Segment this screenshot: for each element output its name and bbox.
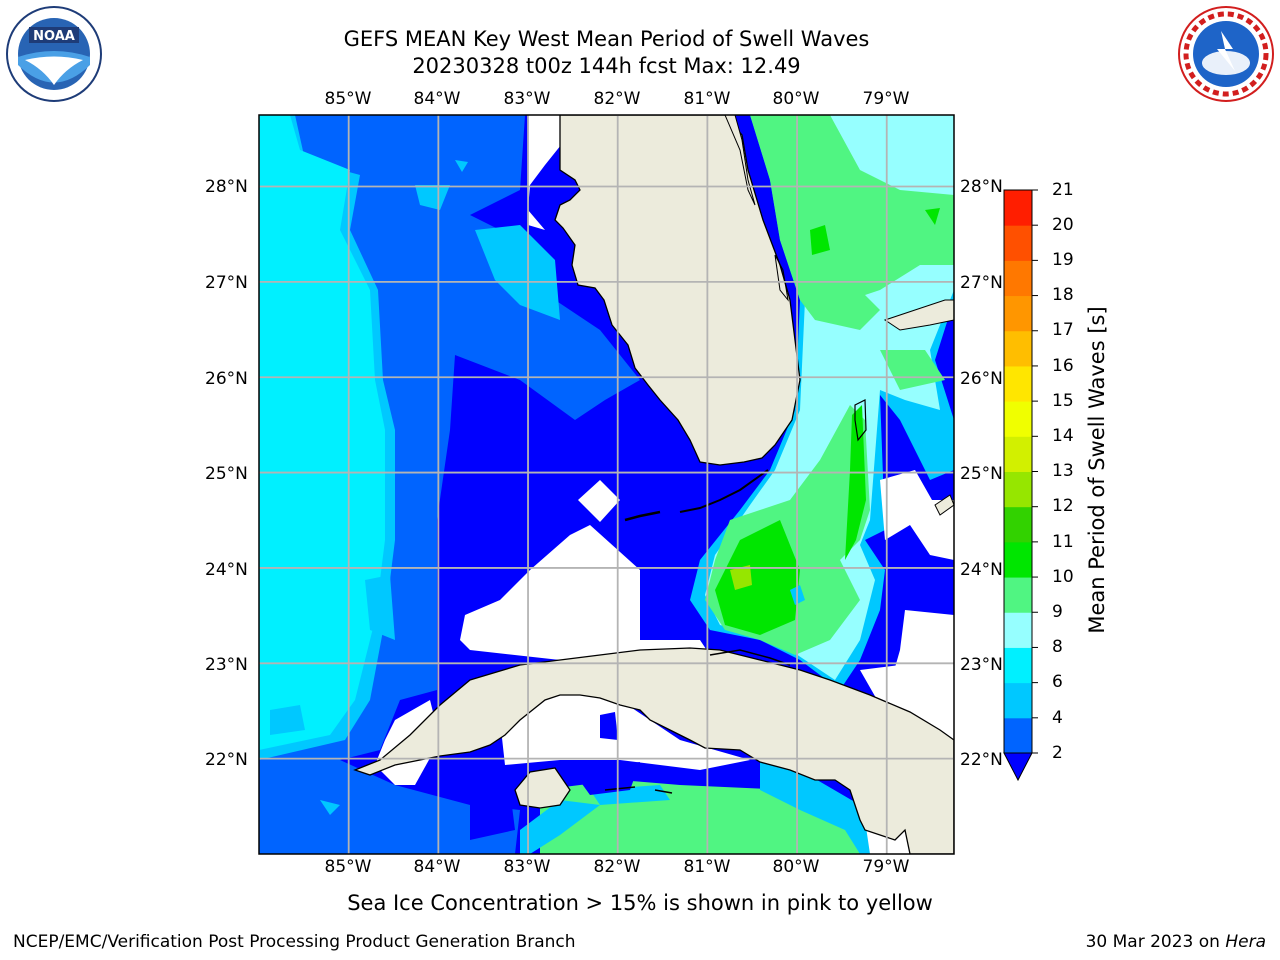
colorbar-segment xyxy=(1004,365,1032,402)
colorbar-segment xyxy=(1004,717,1032,754)
colorbar-under-arrow xyxy=(1003,752,1033,782)
colorbar-segment xyxy=(1004,330,1032,367)
colorbar-segment xyxy=(1004,682,1032,719)
colorbar-tick-20: 20 xyxy=(1052,215,1074,235)
colorbar-segment xyxy=(1004,647,1032,684)
colorbar-tick-2: 2 xyxy=(1052,743,1063,763)
lon-label-bottom-83w: 83°W xyxy=(503,857,551,877)
lat-label-right-28n: 28°N xyxy=(960,177,1003,197)
colorbar-segment xyxy=(1004,295,1032,332)
colorbar-tick-6: 6 xyxy=(1052,672,1063,692)
colorbar-tick-18: 18 xyxy=(1052,285,1074,305)
colorbar-tick-13: 13 xyxy=(1052,461,1074,481)
lat-label-left-26n: 26°N xyxy=(205,369,248,389)
lat-label-left-27n: 27°N xyxy=(205,273,248,293)
colorbar-tick-19: 19 xyxy=(1052,250,1074,270)
colorbar-segment xyxy=(1004,436,1032,472)
colorbar-segment xyxy=(1004,401,1032,437)
colorbar-segment xyxy=(1004,577,1032,613)
colorbar-tick-21: 21 xyxy=(1052,180,1074,200)
lat-label-left-28n: 28°N xyxy=(205,177,248,197)
lat-label-right-25n: 25°N xyxy=(960,464,1003,484)
lat-label-right-22n: 22°N xyxy=(960,750,1003,770)
lon-label-bottom-79w: 79°W xyxy=(862,857,910,877)
colorbar-title: Mean Period of Swell Waves [s] xyxy=(1085,306,1109,634)
lat-label-left-22n: 22°N xyxy=(205,750,248,770)
nws-logo xyxy=(1178,6,1274,102)
colorbar-segment xyxy=(1004,541,1032,578)
colorbar-tick-12: 12 xyxy=(1052,496,1074,516)
colorbar-segment xyxy=(1004,190,1032,226)
lat-label-right-24n: 24°N xyxy=(960,560,1003,580)
colorbar-segment xyxy=(1004,506,1032,543)
map-frame xyxy=(258,114,955,855)
colorbar-tick-4: 4 xyxy=(1052,708,1063,728)
footer-date: 30 Mar 2023 on Hera xyxy=(1086,932,1266,952)
lon-label-bottom-81w: 81°W xyxy=(683,857,731,877)
colorbar-tick-15: 15 xyxy=(1052,391,1074,411)
lon-label-top-83w: 83°W xyxy=(503,89,551,109)
colorbar-tick-16: 16 xyxy=(1052,356,1074,376)
svg-text:NOAA: NOAA xyxy=(33,29,75,44)
colorbar-segment xyxy=(1004,260,1032,297)
colorbar-segment xyxy=(1004,612,1032,648)
graticule xyxy=(259,115,954,854)
lat-label-right-26n: 26°N xyxy=(960,369,1003,389)
no-data-area xyxy=(528,115,565,230)
colorbar-tick-17: 17 xyxy=(1052,320,1074,340)
lon-label-top-82w: 82°W xyxy=(593,89,641,109)
colorbar-tick-10: 10 xyxy=(1052,567,1074,587)
lat-label-left-25n: 25°N xyxy=(205,464,248,484)
colorbar-segment xyxy=(1004,225,1032,261)
noaa-logo: NOAA xyxy=(6,6,102,102)
cuba-land xyxy=(353,647,954,854)
footer-host: Hera xyxy=(1225,932,1266,952)
lat-label-left-23n: 23°N xyxy=(205,655,248,675)
footer-credit: NCEP/EMC/Verification Post Processing Pr… xyxy=(13,932,576,952)
lon-label-top-79w: 79°W xyxy=(862,89,910,109)
lon-label-bottom-85w: 85°W xyxy=(324,857,372,877)
colorbar xyxy=(1003,189,1038,782)
colorbar-tick-11: 11 xyxy=(1052,532,1074,552)
lon-label-top-85w: 85°W xyxy=(324,89,372,109)
chart-title: GEFS MEAN Key West Mean Period of Swell … xyxy=(343,27,870,51)
colorbar-tick-8: 8 xyxy=(1052,637,1063,657)
sea-ice-footnote: Sea Ice Concentration > 15% is shown in … xyxy=(347,891,933,915)
lon-label-bottom-84w: 84°W xyxy=(413,857,461,877)
lat-label-right-27n: 27°N xyxy=(960,273,1003,293)
lon-label-bottom-82w: 82°W xyxy=(593,857,641,877)
lon-label-top-84w: 84°W xyxy=(413,89,461,109)
colorbar-tick-9: 9 xyxy=(1052,602,1063,622)
colorbar-tick-14: 14 xyxy=(1052,426,1074,446)
lon-label-bottom-80w: 80°W xyxy=(772,857,820,877)
chart-subtitle: 20230328 t00z 144h fcst Max: 12.49 xyxy=(412,54,801,78)
lat-label-right-23n: 23°N xyxy=(960,655,1003,675)
colorbar-segment xyxy=(1004,471,1032,508)
footer-date-text: 30 Mar 2023 on xyxy=(1085,932,1220,952)
lon-label-top-80w: 80°W xyxy=(772,89,820,109)
lon-label-top-81w: 81°W xyxy=(683,89,731,109)
lat-label-left-24n: 24°N xyxy=(205,560,248,580)
